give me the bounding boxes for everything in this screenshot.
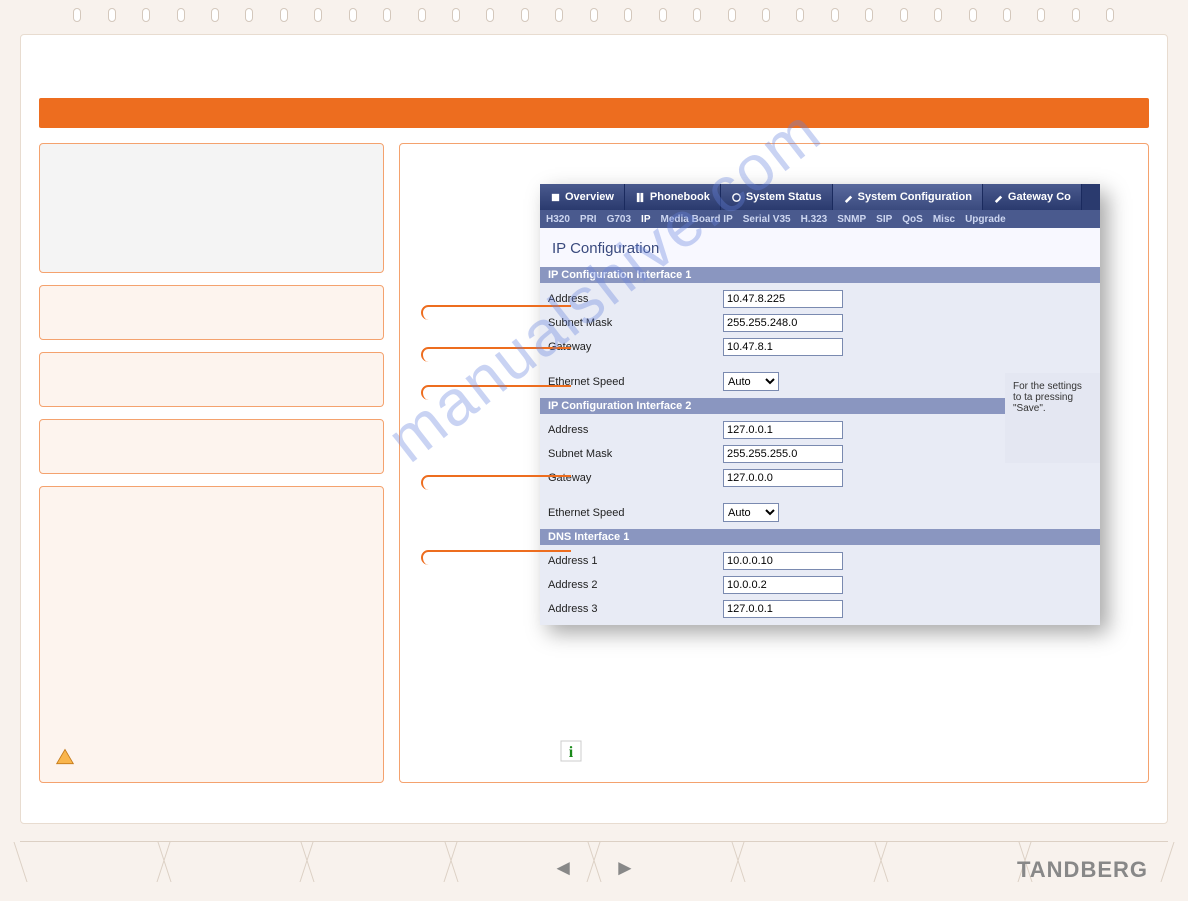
label-subnet: Subnet Mask [548,448,723,460]
label-gateway: Gateway [548,472,723,484]
tab-label: Phonebook [650,191,710,203]
connector-line [421,347,571,362]
label-dns-addr2: Address 2 [548,579,723,591]
input-if2-gateway[interactable] [723,469,843,487]
label-gateway: Gateway [548,341,723,353]
page-container: Overview Phonebook System Status System … [20,34,1168,824]
title-bar [39,98,1149,128]
tab-label: System Status [746,191,822,203]
info-box-3 [39,352,384,407]
subtab-sip[interactable]: SIP [876,214,892,225]
svg-text:i: i [569,744,574,761]
info-box-2 [39,285,384,340]
connector-line [421,385,571,400]
subtab-ip[interactable]: IP [641,214,650,225]
section-dns: Address 1 Address 2 Address 3 [540,545,1100,625]
wrench-icon [843,192,854,203]
subtab-snmp[interactable]: SNMP [837,214,866,225]
label-dns-addr1: Address 1 [548,555,723,567]
right-column: Overview Phonebook System Status System … [399,143,1149,783]
subtab-upgrade[interactable]: Upgrade [965,214,1006,225]
info-box-4 [39,419,384,474]
subtab-qos[interactable]: QoS [902,214,923,225]
info-box-5 [39,486,384,783]
input-if1-subnet[interactable] [723,314,843,332]
tab-system-configuration[interactable]: System Configuration [833,184,983,210]
label-subnet: Subnet Mask [548,317,723,329]
tab-overview[interactable]: Overview [540,184,625,210]
tab-phonebook[interactable]: Phonebook [625,184,721,210]
input-if1-address[interactable] [723,290,843,308]
left-column [39,143,384,783]
brand-logo: TANDBERG [1017,857,1148,883]
input-if2-subnet[interactable] [723,445,843,463]
info-box-1 [39,143,384,273]
section-interface1: Address Subnet Mask Gateway Ethernet Spe… [540,283,1100,398]
wrench-icon [993,192,1004,203]
label-ethernet: Ethernet Speed [548,376,723,388]
subtab-h323[interactable]: H.323 [801,214,828,225]
sub-tab-bar: H320 PRI G703 IP Media Board IP Serial V… [540,210,1100,228]
cube-icon [550,192,561,203]
config-body: IP Configuration IP Configuration Interf… [540,228,1100,625]
tab-system-status[interactable]: System Status [721,184,833,210]
label-dns-addr3: Address 3 [548,603,723,615]
tab-label: Gateway Co [1008,191,1071,203]
config-title: IP Configuration [540,236,1100,267]
section-header-dns: DNS Interface 1 [540,529,1100,545]
label-address: Address [548,293,723,305]
subtab-g703[interactable]: G703 [607,214,631,225]
subtab-misc[interactable]: Misc [933,214,955,225]
subtab-h320[interactable]: H320 [546,214,570,225]
select-if2-ethernet[interactable]: Auto [723,503,779,522]
nav-arrows: ◄ ► [552,855,636,881]
label-ethernet: Ethernet Speed [548,507,723,519]
label-address: Address [548,424,723,436]
next-arrow[interactable]: ► [614,855,636,881]
connector-line [421,305,571,320]
connector-line [421,550,571,565]
section-header-interface1: IP Configuration Interface 1 [540,267,1100,283]
prev-arrow[interactable]: ◄ [552,855,574,881]
spiral-binding [0,8,1188,28]
tab-label: Overview [565,191,614,203]
subtab-serial-v35[interactable]: Serial V35 [743,214,791,225]
input-if1-gateway[interactable] [723,338,843,356]
input-dns-addr3[interactable] [723,600,843,618]
warning-icon [55,747,75,767]
tab-label: System Configuration [858,191,972,203]
book-icon [635,192,646,203]
tab-gateway[interactable]: Gateway Co [983,184,1082,210]
input-dns-addr2[interactable] [723,576,843,594]
subtab-media-board-ip[interactable]: Media Board IP [661,214,733,225]
input-dns-addr1[interactable] [723,552,843,570]
gear-icon [731,192,742,203]
input-if2-address[interactable] [723,421,843,439]
main-tab-bar: Overview Phonebook System Status System … [540,184,1100,210]
info-icon: i [560,740,582,767]
select-if1-ethernet[interactable]: Auto [723,372,779,391]
connector-line [421,475,571,490]
help-text-box: For the settings to ta pressing "Save". [1005,373,1100,463]
subtab-pri[interactable]: PRI [580,214,597,225]
embedded-screenshot: Overview Phonebook System Status System … [540,184,1100,625]
